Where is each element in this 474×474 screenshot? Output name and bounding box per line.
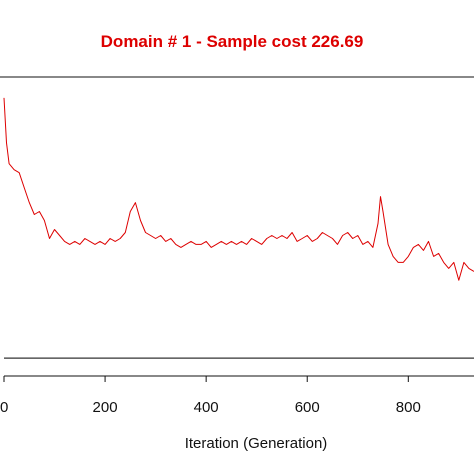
series-layer xyxy=(3,97,474,359)
x-axis-ticks: 0 200 400 600 800 xyxy=(0,376,421,416)
x-tick-label-800: 800 xyxy=(396,399,421,416)
series-line-1 xyxy=(3,97,474,281)
x-tick-label-200: 200 xyxy=(93,399,118,416)
x-tick-label-400: 400 xyxy=(194,399,219,416)
x-tick-label-600: 600 xyxy=(295,399,320,416)
x-tick-label-0: 0 xyxy=(0,399,8,416)
x-axis-label: Iteration (Generation) xyxy=(185,435,328,452)
chart-title: Domain # 1 - Sample cost 226.69 xyxy=(101,32,364,51)
